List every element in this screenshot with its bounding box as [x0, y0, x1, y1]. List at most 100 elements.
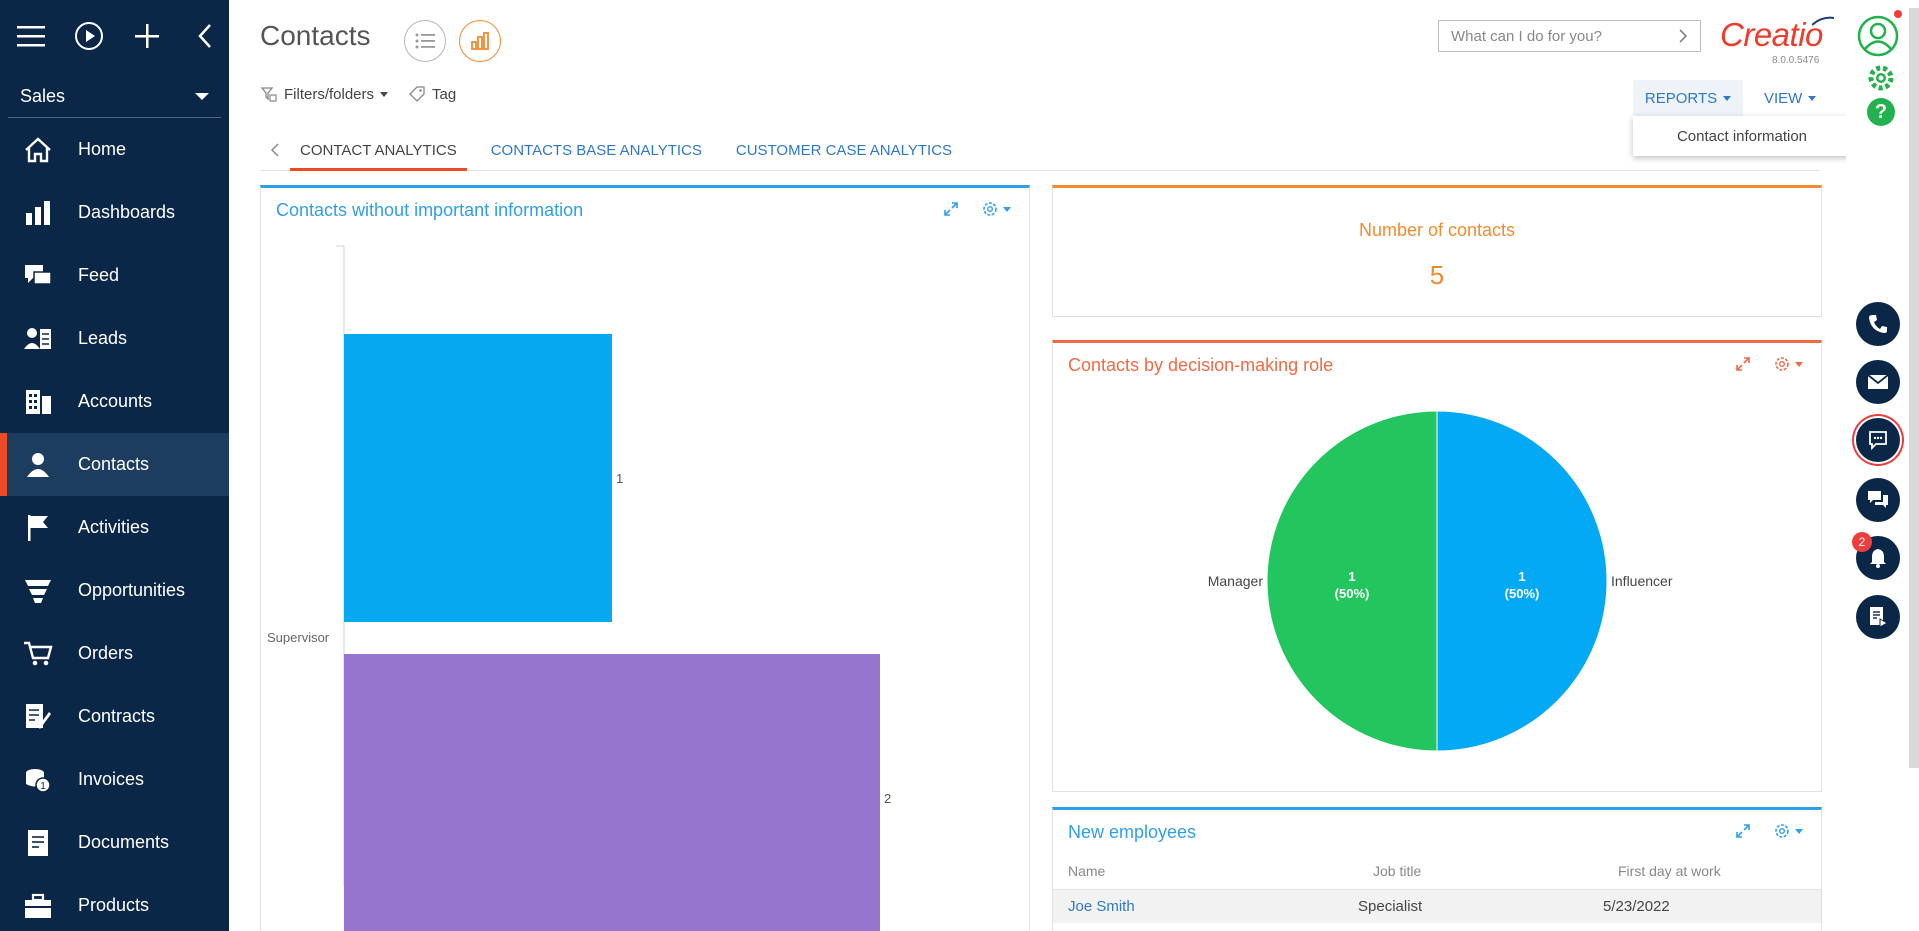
number-of-contacts-widget: Number of contacts 5	[1052, 185, 1822, 317]
expand-icon[interactable]	[1735, 356, 1751, 372]
notifications-button[interactable]: 2	[1852, 532, 1900, 580]
filters-folders-button[interactable]: Filters/folders	[260, 85, 389, 103]
slice-percent-label: (50%)	[1335, 586, 1370, 601]
widget-settings-button[interactable]	[1773, 355, 1803, 373]
chevron-down-icon	[195, 93, 209, 100]
status-dot	[1894, 10, 1902, 18]
sidebar-item-label: Accounts	[78, 391, 153, 411]
page-scrollbar[interactable]	[1909, 8, 1919, 768]
chevron-left-icon	[271, 143, 279, 157]
sidebar-item-leads[interactable]: Leads	[0, 307, 229, 370]
collapse-icon[interactable]	[190, 21, 220, 51]
main-nav: Home Dashboards Feed Leads Accounts Contacts A…	[0, 118, 229, 931]
sidebar-item-home[interactable]: Home	[0, 118, 229, 181]
phone-button[interactable]	[1856, 302, 1900, 346]
tab-customer-case-analytics[interactable]: CUSTOMER CASE ANALYTICS	[735, 141, 953, 159]
sidebar-item-label: Orders	[78, 643, 134, 663]
plus-icon[interactable]	[132, 21, 162, 51]
chat-button[interactable]	[1856, 418, 1900, 462]
pie-slice	[1436, 410, 1608, 752]
tag-button[interactable]: Tag	[408, 85, 456, 103]
activities-icon	[22, 512, 54, 544]
widget-settings-button[interactable]	[981, 200, 1011, 218]
processes-button[interactable]	[1856, 595, 1900, 639]
logo-swoosh-icon	[1812, 16, 1834, 26]
profile-avatar[interactable]	[1856, 10, 1902, 58]
sidebar-item-label: Invoices	[78, 769, 145, 789]
command-search[interactable]: What can I do for you?	[1438, 20, 1701, 52]
page-title: Contacts	[260, 20, 371, 51]
sidebar-item-label: Contracts	[78, 706, 156, 726]
sidebar-item-documents[interactable]: Documents	[0, 811, 229, 874]
svg-text:1: 1	[40, 781, 46, 792]
settings-button[interactable]	[1867, 64, 1895, 97]
dashboards-icon	[22, 197, 54, 229]
chevron-down-icon	[1003, 206, 1011, 212]
creatio-logo[interactable]: Creatio	[1720, 16, 1834, 54]
expand-icon[interactable]	[943, 201, 959, 217]
tab-contact-analytics[interactable]: CONTACT ANALYTICS	[290, 130, 467, 171]
sidebar-item-accounts[interactable]: Accounts	[0, 370, 229, 433]
sidebar-item-label: Feed	[78, 265, 120, 285]
widget-title: Contacts by decision-making role	[1068, 355, 1334, 375]
category-label: Supervisor	[267, 630, 330, 645]
column-header-job-title[interactable]: Job title	[1373, 863, 1422, 879]
employee-name-link[interactable]: Joe Smith	[1068, 898, 1135, 915]
employee-first-day: 5/23/2022	[1603, 898, 1670, 915]
gear-icon	[1775, 824, 1789, 838]
view-menu-button[interactable]: VIEW	[1764, 80, 1817, 116]
tag-label: Tag	[432, 85, 457, 103]
sidebar-item-dashboards[interactable]: Dashboards	[0, 181, 229, 244]
chevron-right-icon	[1679, 29, 1688, 43]
chevron-down-icon	[380, 91, 389, 97]
metric-value: 5	[1429, 260, 1445, 290]
reports-dropdown-item[interactable]: Contact information	[1633, 116, 1851, 156]
slice-value-label: 1	[1518, 569, 1525, 584]
chevron-down-icon	[1795, 828, 1803, 834]
sidebar-item-label: Activities	[78, 517, 150, 537]
play-icon[interactable]	[74, 21, 104, 51]
menu-icon[interactable]	[16, 21, 46, 51]
products-icon	[22, 890, 54, 922]
table-header: Name Job title First day at work	[1068, 863, 1821, 887]
process-icon	[1870, 607, 1888, 628]
chevron-down-icon	[1723, 95, 1732, 101]
view-label: VIEW	[1764, 89, 1803, 107]
help-icon[interactable]: ?	[1867, 98, 1895, 126]
sidebar-item-opportunities[interactable]: Opportunities	[0, 559, 229, 622]
contacts-by-role-widget: Contacts by decision-making role 1 (50%) I…	[1052, 340, 1822, 792]
list-icon	[415, 33, 435, 49]
sidebar-item-orders[interactable]: Orders	[0, 622, 229, 685]
metric-title: Number of contacts	[1358, 220, 1516, 240]
column-header-name[interactable]: Name	[1068, 863, 1106, 879]
tab-contacts-base-analytics[interactable]: CONTACTS BASE ANALYTICS	[490, 141, 702, 159]
sidebar-item-contacts[interactable]: Contacts	[0, 433, 229, 496]
reports-button[interactable]: REPORTS	[1633, 80, 1743, 116]
table-row[interactable]: Joe Smith Specialist 5/23/2022	[1053, 889, 1821, 923]
dashboard-tabs: CONTACT ANALYTICS CONTACTS BASE ANALYTIC…	[260, 121, 1820, 171]
gear-icon	[983, 202, 997, 216]
bar	[344, 334, 612, 622]
sidebar-item-feed[interactable]: Feed	[0, 244, 229, 307]
bell-icon	[1870, 549, 1886, 568]
list-view-button[interactable]	[404, 20, 446, 62]
analytics-view-button[interactable]	[459, 20, 501, 62]
widget-settings-button[interactable]	[1773, 822, 1803, 840]
leads-icon	[22, 323, 54, 355]
slice-value-label: 1	[1348, 569, 1355, 584]
sidebar-item-invoices[interactable]: 1 Invoices	[0, 748, 229, 811]
sidebar-item-contracts[interactable]: Contracts	[0, 685, 229, 748]
tab-prev-button[interactable]	[260, 130, 290, 170]
column-header-first-day[interactable]: First day at work	[1618, 863, 1721, 879]
workspace-selector[interactable]: Sales	[8, 76, 221, 118]
sidebar-item-products[interactable]: Products	[0, 874, 229, 931]
sidebar-item-label: Dashboards	[78, 202, 176, 222]
user-icon	[1857, 15, 1899, 57]
sidebar-item-activities[interactable]: Activities	[0, 496, 229, 559]
email-button[interactable]	[1856, 360, 1900, 404]
feed-button[interactable]	[1856, 478, 1900, 522]
expand-icon[interactable]	[1735, 823, 1751, 839]
sidebar-item-label: Products	[78, 895, 150, 915]
sidebar-item-label: Documents	[78, 832, 170, 852]
sidebar-top-bar	[0, 0, 229, 72]
